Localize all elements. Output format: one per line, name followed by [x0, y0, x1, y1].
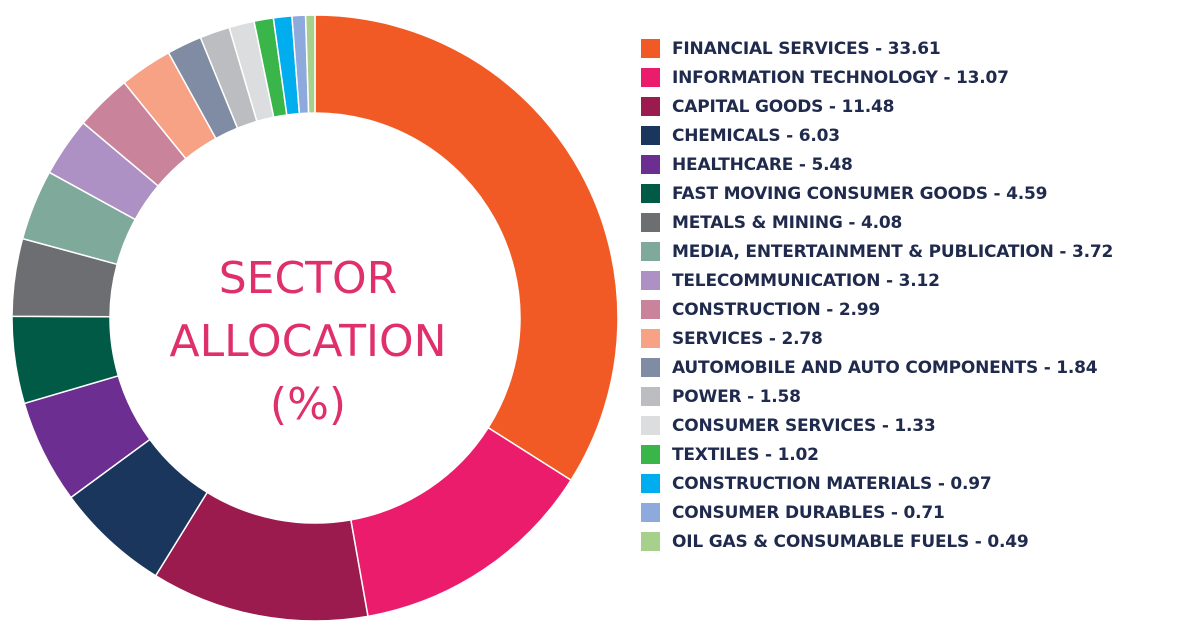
donut-slice — [304, 14, 316, 114]
legend-swatch — [641, 68, 660, 87]
center-title: SECTOR ALLOCATION (%) — [170, 253, 447, 430]
legend-item: CAPITAL GOODS - 11.48 — [641, 92, 1201, 121]
legend-label: HEALTHCARE - 5.48 — [672, 154, 853, 175]
legend-swatch — [641, 213, 660, 232]
legend-label: TEXTILES - 1.02 — [672, 444, 819, 465]
legend-label: AUTOMOBILE AND AUTO COMPONENTS - 1.84 — [672, 357, 1098, 378]
legend-item: METALS & MINING - 4.08 — [641, 208, 1201, 237]
legend-label: INFORMATION TECHNOLOGY - 13.07 — [672, 67, 1009, 88]
legend-swatch — [641, 532, 660, 551]
legend-item: CHEMICALS - 6.03 — [641, 121, 1201, 150]
sector-allocation-donut: SECTOR ALLOCATION (%) — [11, 14, 619, 622]
legend-swatch — [641, 39, 660, 58]
legend-item: CONSUMER DURABLES - 0.71 — [641, 498, 1201, 527]
legend-swatch — [641, 126, 660, 145]
legend-swatch — [641, 242, 660, 261]
legend-item: CONSTRUCTION - 2.99 — [641, 295, 1201, 324]
legend-swatch — [641, 329, 660, 348]
legend-swatch — [641, 416, 660, 435]
legend-swatch — [641, 155, 660, 174]
legend-swatch — [641, 97, 660, 116]
legend-label: FAST MOVING CONSUMER GOODS - 4.59 — [672, 183, 1048, 204]
legend-label: CONSUMER DURABLES - 0.71 — [672, 502, 945, 523]
legend-swatch — [641, 474, 660, 493]
legend-swatch — [641, 271, 660, 290]
legend-swatch — [641, 503, 660, 522]
legend-label: TELECOMMUNICATION - 3.12 — [672, 270, 940, 291]
legend-item: INFORMATION TECHNOLOGY - 13.07 — [641, 63, 1201, 92]
legend-item: CONSUMER SERVICES - 1.33 — [641, 411, 1201, 440]
legend-swatch — [641, 387, 660, 406]
legend-item: CONSTRUCTION MATERIALS - 0.97 — [641, 469, 1201, 498]
legend-label: CAPITAL GOODS - 11.48 — [672, 96, 895, 117]
legend-label: POWER - 1.58 — [672, 386, 801, 407]
legend-swatch — [641, 184, 660, 203]
legend-label: CONSTRUCTION MATERIALS - 0.97 — [672, 473, 992, 494]
center-title-line-3: (%) — [270, 379, 346, 430]
legend-item: TEXTILES - 1.02 — [641, 440, 1201, 469]
legend-item: MEDIA, ENTERTAINMENT & PUBLICATION - 3.7… — [641, 237, 1201, 266]
legend-item: FAST MOVING CONSUMER GOODS - 4.59 — [641, 179, 1201, 208]
legend-swatch — [641, 445, 660, 464]
legend-item: OIL GAS & CONSUMABLE FUELS - 0.49 — [641, 527, 1201, 556]
legend-swatch — [641, 300, 660, 319]
legend-label: CONSUMER SERVICES - 1.33 — [672, 415, 936, 436]
legend-item: HEALTHCARE - 5.48 — [641, 150, 1201, 179]
legend-label: CHEMICALS - 6.03 — [672, 125, 840, 146]
legend-item: AUTOMOBILE AND AUTO COMPONENTS - 1.84 — [641, 353, 1201, 382]
legend-item: TELECOMMUNICATION - 3.12 — [641, 266, 1201, 295]
legend-label: MEDIA, ENTERTAINMENT & PUBLICATION - 3.7… — [672, 241, 1114, 262]
legend-label: SERVICES - 2.78 — [672, 328, 823, 349]
legend-item: FINANCIAL SERVICES - 33.61 — [641, 34, 1201, 63]
legend-item: SERVICES - 2.78 — [641, 324, 1201, 353]
legend-label: CONSTRUCTION - 2.99 — [672, 299, 881, 320]
legend: FINANCIAL SERVICES - 33.61 INFORMATION TE… — [641, 34, 1201, 556]
donut-slices — [11, 14, 619, 622]
center-title-line-2: ALLOCATION — [170, 316, 447, 367]
legend-label: OIL GAS & CONSUMABLE FUELS - 0.49 — [672, 531, 1029, 552]
legend-item: POWER - 1.58 — [641, 382, 1201, 411]
center-title-line-1: SECTOR — [219, 253, 398, 304]
donut-slice — [314, 14, 619, 482]
legend-swatch — [641, 358, 660, 377]
legend-label: FINANCIAL SERVICES - 33.61 — [672, 38, 941, 59]
legend-label: METALS & MINING - 4.08 — [672, 212, 903, 233]
